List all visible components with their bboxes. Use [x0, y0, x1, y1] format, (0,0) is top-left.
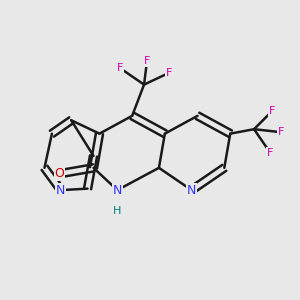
- Text: N: N: [187, 184, 196, 196]
- Text: F: F: [278, 127, 284, 137]
- Text: F: F: [269, 106, 275, 116]
- Text: F: F: [166, 68, 172, 78]
- Text: N: N: [56, 184, 65, 196]
- Text: F: F: [117, 63, 124, 73]
- Text: F: F: [144, 56, 150, 66]
- Text: N: N: [112, 184, 122, 196]
- Text: H: H: [113, 206, 122, 216]
- Text: O: O: [54, 167, 64, 180]
- Text: F: F: [267, 148, 274, 158]
